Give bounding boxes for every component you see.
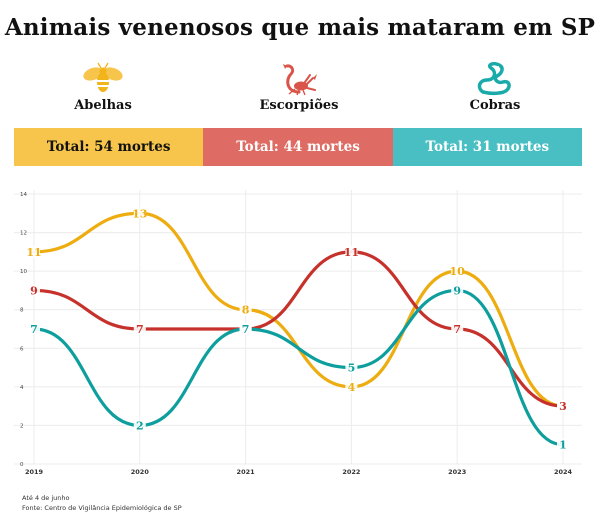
- data-label: 10: [450, 265, 466, 278]
- footer-note: Até 4 de junho: [22, 494, 70, 502]
- series-line-cobras: [32, 288, 565, 447]
- data-label: 4: [348, 381, 356, 394]
- data-label: 13: [132, 207, 147, 220]
- x-tick-label: 2024: [554, 468, 573, 476]
- bee-icon: [83, 62, 123, 92]
- x-tick-label: 2022: [342, 468, 360, 476]
- data-label: 1: [559, 439, 567, 452]
- data-label-bg: [239, 303, 252, 316]
- data-label-bg: [28, 284, 40, 297]
- y-tick-label: 0: [20, 462, 24, 468]
- data-label-bg: [451, 323, 464, 335]
- data-label: 7: [30, 323, 38, 336]
- data-label: 11: [26, 246, 41, 259]
- total-escorpioes: Total: 44 mortes: [203, 128, 393, 166]
- legend-item-escorpioes: Escorpiões: [204, 62, 394, 113]
- data-label: 2: [136, 419, 144, 432]
- data-label: 3: [559, 400, 567, 413]
- legend-item-cobras: Cobras: [400, 62, 590, 113]
- data-label-bg: [28, 323, 40, 335]
- y-tick-label: 8: [20, 308, 24, 314]
- footer-source: Fonte: Centro de Vigilância Epidemiológi…: [22, 504, 182, 512]
- total-cobras: Total: 31 mortes: [392, 128, 582, 166]
- y-tick-label: 6: [20, 346, 24, 352]
- x-tick-label: 2023: [448, 468, 466, 476]
- data-label-bg: [239, 323, 252, 335]
- x-tick-label: 2020: [131, 468, 150, 476]
- legend-label: Escorpiões: [259, 98, 339, 113]
- y-tick-label: 4: [20, 385, 24, 391]
- scorpion-icon: [283, 64, 317, 96]
- y-tick-label: 14: [20, 192, 27, 198]
- data-label-bg: [133, 419, 146, 432]
- series-lines: [32, 211, 565, 447]
- total-abelhas: Total: 54 mortes: [14, 128, 204, 166]
- data-label: 9: [453, 284, 461, 297]
- data-labels: 1113841039771173727591: [26, 207, 569, 452]
- x-axis: 2019 2020 2021 2022 2023 2024: [25, 468, 573, 476]
- y-tick-label: 12: [20, 231, 27, 237]
- data-label-bg: [345, 380, 358, 393]
- footer: Até 4 de junho Fonte: Centro de Vigilânc…: [22, 493, 182, 513]
- x-tick-label: 2019: [25, 468, 44, 476]
- data-label-bg: [28, 245, 40, 258]
- y-tick-label: 10: [20, 269, 27, 275]
- data-label-bg: [451, 265, 464, 278]
- legend-label: Abelhas: [74, 98, 132, 113]
- data-label: 9: [30, 284, 38, 297]
- data-label: 5: [348, 362, 356, 375]
- data-label-bg: [557, 400, 569, 413]
- y-tick-label: 2: [20, 423, 24, 429]
- legend-item-abelhas: Abelhas: [8, 62, 198, 113]
- legend-label: Cobras: [469, 98, 521, 113]
- x-tick-label: 2021: [237, 468, 256, 476]
- series-line-escorpiões: [32, 250, 565, 408]
- data-label: 7: [242, 323, 250, 336]
- chart-grid: [14, 190, 582, 465]
- data-label-bg: [133, 207, 146, 220]
- data-label-bg: [345, 361, 358, 374]
- snake-icon: [477, 62, 511, 96]
- data-label-bg: [557, 438, 569, 451]
- data-label-bg: [451, 284, 464, 297]
- data-label: 7: [453, 323, 461, 336]
- totals-bar: Total: 54 mortes Total: 44 mortes Total:…: [14, 128, 582, 166]
- data-label-bg: [133, 323, 146, 335]
- data-label: 7: [136, 323, 144, 336]
- data-label: 8: [242, 304, 250, 317]
- data-label: 11: [344, 246, 359, 259]
- y-axis: 0 2 4 6 8 10 12 14: [20, 192, 27, 468]
- chart-title: Animais venenosos que mais mataram em SP: [4, 14, 596, 41]
- data-label-bg: [345, 245, 358, 258]
